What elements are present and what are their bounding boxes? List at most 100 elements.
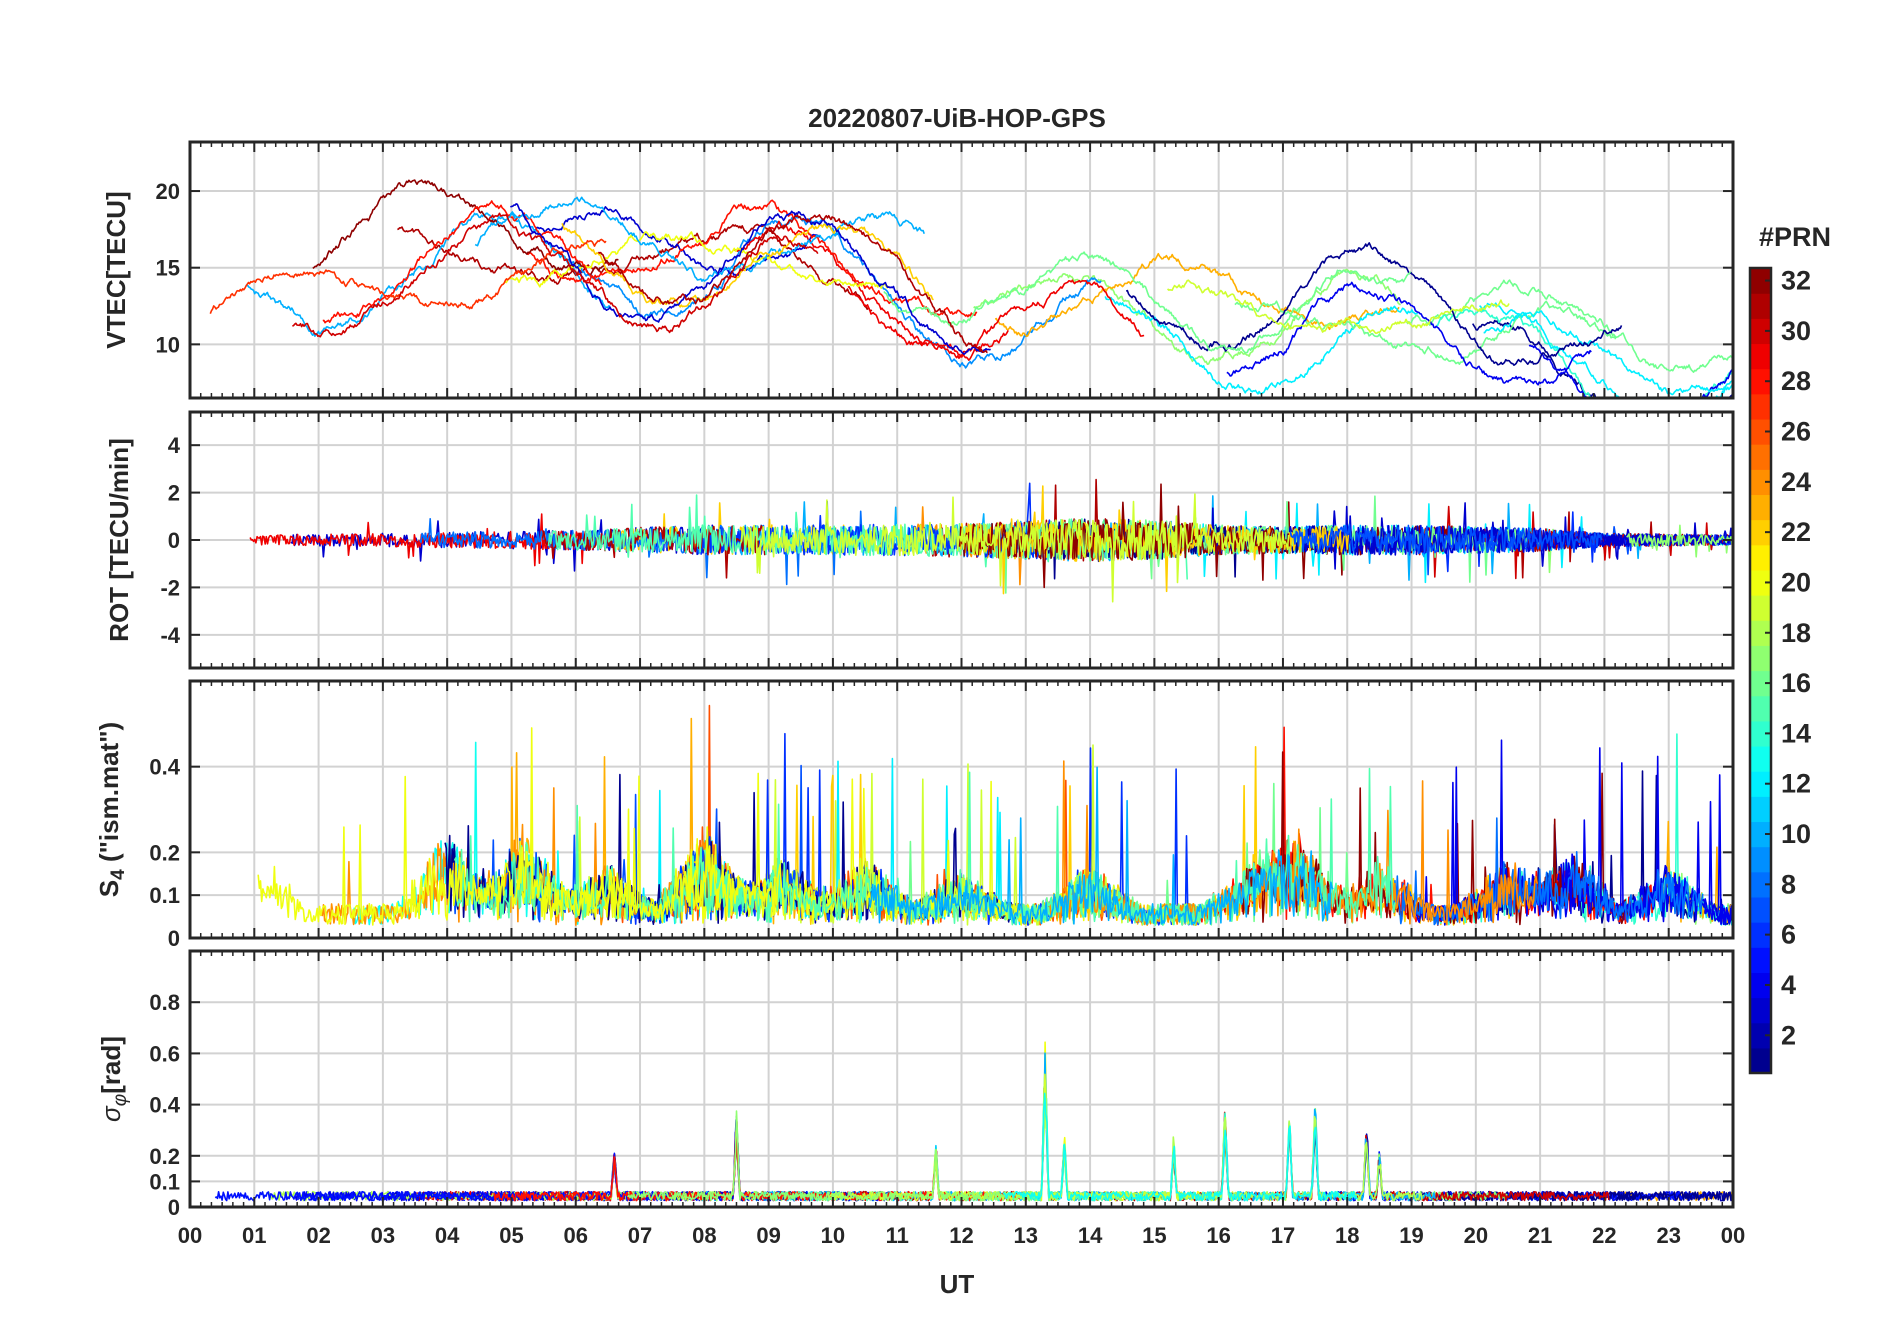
series-line-prn-3 bbox=[510, 203, 991, 355]
series-line-prn-20 bbox=[504, 231, 889, 289]
series-line-prn-4 bbox=[1226, 281, 1592, 386]
x-tick-label: 17 bbox=[1271, 1223, 1295, 1248]
colorbar-segment bbox=[1750, 821, 1771, 848]
colorbar-segment bbox=[1750, 444, 1771, 470]
colorbar-segment bbox=[1750, 796, 1771, 823]
series-line-prn-27 bbox=[209, 238, 607, 314]
colorbar-tick-label: 24 bbox=[1781, 467, 1811, 497]
y-axis-label-s4-rest: ("ism.mat") bbox=[94, 722, 124, 869]
colorbar-segment bbox=[1750, 1047, 1771, 1074]
x-tick-label: 15 bbox=[1142, 1223, 1166, 1248]
colorbar-segment bbox=[1750, 318, 1771, 345]
x-tick-label: 21 bbox=[1528, 1223, 1552, 1248]
x-tick-label: 00 bbox=[178, 1223, 202, 1248]
x-axis: UT 00 01 02 03 04 05 06 07 08 09 10 11 12 13 14 15 16 17 1… bbox=[178, 1223, 1745, 1299]
colorbar-segment bbox=[1750, 645, 1771, 672]
y-axis-label-rot: ROT [TECU/min] bbox=[104, 438, 134, 642]
colorbar-tick-label: 4 bbox=[1781, 970, 1796, 1000]
series-line-prn-13 bbox=[1002, 1092, 1358, 1202]
series-group-sigma bbox=[214, 1041, 1733, 1202]
colorbar-tick-label: 28 bbox=[1781, 366, 1811, 396]
series-line-prn-29 bbox=[847, 279, 1145, 359]
series-group-rot bbox=[249, 478, 1733, 603]
y-tick-label-vtec: 15 bbox=[156, 256, 180, 281]
series-group-s4 bbox=[257, 704, 1733, 926]
series-line-prn-31 bbox=[597, 214, 988, 354]
colorbar-segment bbox=[1750, 670, 1771, 697]
y-tick-label-sigma: 0.1 bbox=[149, 1169, 180, 1194]
x-tick-label: 12 bbox=[949, 1223, 973, 1248]
y-tick-label-vtec: 10 bbox=[156, 332, 180, 357]
colorbar-segment bbox=[1750, 519, 1771, 546]
colorbar-segment bbox=[1750, 745, 1771, 772]
colorbar-frame bbox=[1748, 266, 1773, 1075]
colorbar-tick-label: 12 bbox=[1781, 769, 1811, 799]
colorbar-segment bbox=[1750, 922, 1771, 948]
series-line-prn-14 bbox=[1436, 308, 1733, 398]
colorbar-tick-label: 30 bbox=[1781, 316, 1811, 346]
colorbar-segment bbox=[1750, 997, 1771, 1024]
y-tick-label-rot: 4 bbox=[168, 433, 181, 458]
series-line-prn-32 bbox=[312, 179, 619, 276]
colorbar-tick-label: 10 bbox=[1781, 819, 1811, 849]
x-tick-label: 23 bbox=[1656, 1223, 1680, 1248]
colorbar-segment bbox=[1750, 293, 1771, 319]
series-line-prn-19 bbox=[740, 493, 1290, 603]
colorbar-tick-label: 16 bbox=[1781, 668, 1811, 698]
series-line-prn-7 bbox=[1289, 523, 1603, 576]
y-tick-label-rot: -2 bbox=[160, 575, 180, 600]
colorbar-tick-label: 18 bbox=[1781, 618, 1811, 648]
colorbar-tick-label: 22 bbox=[1781, 517, 1811, 547]
y-axis-label-sigma-rest: [rad] bbox=[96, 1036, 126, 1094]
y-axis-label-s4: S4 ("ism.mat") bbox=[94, 722, 129, 897]
series-line-prn-28 bbox=[322, 200, 603, 324]
y-tick-label-sigma: 0.4 bbox=[149, 1093, 180, 1118]
series-line-prn-16 bbox=[1234, 300, 1617, 365]
series-line-prn-15 bbox=[547, 494, 919, 559]
y-tick-label-sigma: 0.6 bbox=[149, 1041, 180, 1066]
series-line-prn-10 bbox=[868, 766, 1334, 926]
y-tick-label-rot: 2 bbox=[168, 481, 180, 506]
series-line-prn-3 bbox=[527, 206, 822, 277]
series-line-prn-12 bbox=[1479, 302, 1733, 398]
x-tick-label: 22 bbox=[1592, 1223, 1616, 1248]
x-tick-label: 19 bbox=[1399, 1223, 1423, 1248]
panel-s4: 0 0.1 0.2 0.4 S4 ("ism.mat") bbox=[94, 679, 1735, 951]
series-line-prn-17 bbox=[1626, 524, 1733, 558]
colorbar-segment bbox=[1750, 544, 1771, 571]
frame-sigma bbox=[188, 949, 1735, 1209]
series-line-prn-28 bbox=[526, 199, 978, 318]
colorbar-tick-label: 32 bbox=[1781, 266, 1811, 296]
colorbar-segment bbox=[1750, 469, 1771, 496]
series-line-prn-16 bbox=[883, 251, 1412, 354]
x-tick-label: 18 bbox=[1335, 1223, 1359, 1248]
x-tick-label: 05 bbox=[499, 1223, 523, 1248]
x-tick-label: 16 bbox=[1206, 1223, 1230, 1248]
x-tick-label: 11 bbox=[886, 1223, 909, 1248]
y-tick-label-sigma: 0.8 bbox=[149, 990, 180, 1015]
series-group-vtec bbox=[209, 179, 1733, 398]
series-line-prn-19 bbox=[1166, 279, 1510, 334]
colorbar-segment bbox=[1750, 268, 1771, 294]
x-axis-label: UT bbox=[940, 1269, 975, 1299]
x-tick-label: 20 bbox=[1464, 1223, 1488, 1248]
frame-vtec bbox=[188, 140, 1735, 400]
colorbar-segment bbox=[1750, 720, 1771, 747]
frame-s4 bbox=[188, 679, 1735, 940]
colorbar-segment bbox=[1750, 368, 1771, 395]
colorbar-segment bbox=[1750, 418, 1771, 445]
x-tick-label: 03 bbox=[371, 1223, 395, 1248]
series-line-prn-16 bbox=[951, 495, 1531, 594]
x-tick-label: 02 bbox=[306, 1223, 330, 1248]
x-tick-label: 04 bbox=[435, 1223, 460, 1248]
y-axis-label-s4-sub: 4 bbox=[108, 869, 129, 880]
colorbar-segment bbox=[1750, 343, 1771, 370]
series-line-prn-10 bbox=[474, 196, 925, 282]
series-line-prn-12 bbox=[1483, 310, 1733, 396]
y-axis-label-sigma: σφ[rad] bbox=[96, 1036, 131, 1122]
colorbar-segment bbox=[1750, 896, 1771, 923]
panel-vtec: 10 15 20 VTEC[TECU] bbox=[101, 140, 1735, 400]
colorbar-tick-label: 26 bbox=[1781, 417, 1811, 447]
colorbar-segment bbox=[1750, 1022, 1771, 1049]
colorbar-segment bbox=[1750, 947, 1771, 973]
